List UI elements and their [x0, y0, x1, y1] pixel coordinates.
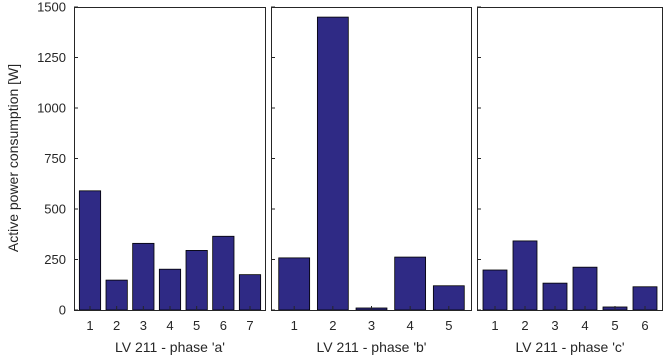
x-tick-label: 1 — [291, 318, 298, 333]
bar-panel-1-3 — [132, 242, 155, 311]
bar-panel-3-2 — [512, 240, 538, 311]
plot-frame-3 — [477, 7, 663, 311]
y-tick-label: 750 — [44, 151, 66, 166]
bar-panel-2-4 — [394, 256, 427, 311]
y-tick-label: 1250 — [37, 50, 66, 65]
x-tick-label: 1 — [86, 318, 93, 333]
x-tick-label: 4 — [166, 318, 173, 333]
x-tick-label: 4 — [581, 318, 588, 333]
x-axis-title-1: LV 211 - phase 'a' — [115, 339, 225, 355]
x-tick-label: 5 — [445, 318, 452, 333]
x-tick-label: 3 — [368, 318, 375, 333]
y-axis-title: Active power consumption [W] — [5, 64, 21, 252]
bar-panel-2-1 — [278, 257, 311, 311]
x-tick-label: 3 — [551, 318, 558, 333]
bar-panel-1-5 — [185, 250, 208, 311]
x-axis-title-2: LV 211 - phase 'b' — [317, 339, 427, 355]
bar-panel-2-5 — [432, 285, 465, 311]
bar-panel-1-2 — [105, 279, 128, 311]
y-tick-label: 250 — [44, 252, 66, 267]
x-tick-label: 2 — [113, 318, 120, 333]
y-tick-label: 1500 — [37, 0, 66, 15]
x-tick-label: 6 — [220, 318, 227, 333]
y-tick-label: 1000 — [37, 101, 66, 116]
x-tick-label: 2 — [329, 318, 336, 333]
panel-1: 1 2 3 4 5 6 7 0 250 500 750 1000 1250 1500 LV 211 - ph… — [37, 0, 266, 355]
x-tick-label: 1 — [491, 318, 498, 333]
y-tick-label: 0 — [59, 303, 66, 318]
bar-panel-2-2 — [316, 16, 349, 311]
y-tick-label: 500 — [44, 202, 66, 217]
panel-2: 1 2 3 4 5 LV 211 - phase 'b' — [271, 6, 472, 355]
plot-frame-1 — [74, 7, 266, 311]
bar-panel-1-4 — [158, 268, 182, 311]
x-axis-title-3: LV 211 - phase 'c' — [515, 339, 624, 355]
bar-panel-1-6 — [212, 235, 235, 311]
panels-layer: 1 2 3 4 5 6 7 0 250 500 750 1000 1250 1500 LV 211 - ph… — [37, 0, 663, 355]
panel-3: 1 2 3 4 5 6 LV 211 - phase 'c' — [477, 6, 663, 355]
x-tick-label: 5 — [193, 318, 200, 333]
x-tick-label: 4 — [407, 318, 414, 333]
bar-panel-3-1 — [482, 269, 508, 311]
x-tick-label: 7 — [246, 318, 253, 333]
x-tick-label: 6 — [641, 318, 648, 333]
bar-panel-3-4 — [572, 266, 598, 311]
x-tick-label: 3 — [140, 318, 147, 333]
bar-panel-1-1 — [78, 190, 102, 311]
x-tick-label: 2 — [521, 318, 528, 333]
bar-panel-3-3 — [542, 282, 568, 311]
bar-panel-1-7 — [238, 274, 262, 311]
x-tick-label: 5 — [611, 318, 618, 333]
